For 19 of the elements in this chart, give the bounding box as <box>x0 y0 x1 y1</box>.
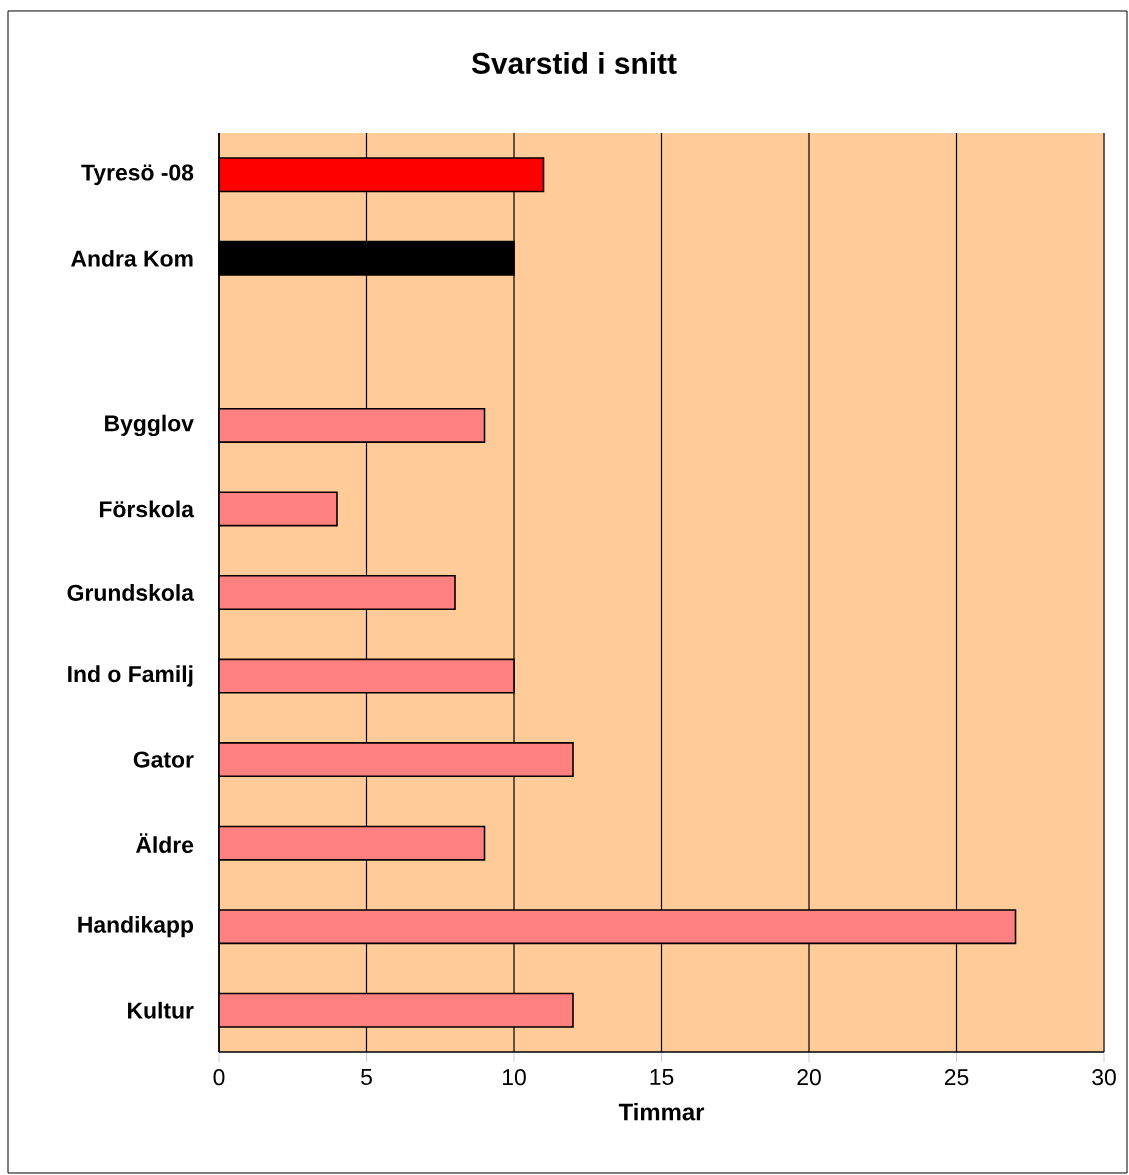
x-tick-label: 25 <box>944 1069 969 1086</box>
y-tick-label: Äldre <box>135 833 194 854</box>
y-tick-label: Tyresö -08 <box>81 164 194 186</box>
y-tick-label: Gator <box>133 751 194 768</box>
y-tick-label: Kultur <box>128 1001 194 1019</box>
x-tick-label: 0 <box>213 1069 225 1086</box>
chart-title: Svarstid i snitt <box>471 52 677 74</box>
y-tick-label: Grundskola <box>67 584 195 601</box>
x-tick-label: 10 <box>503 1069 526 1086</box>
x-tick-label: 20 <box>797 1069 821 1086</box>
y-tick-label: Andra Kom <box>71 249 193 267</box>
x-tick-label: 15 <box>650 1069 674 1086</box>
y-tick-label: Bygglov <box>105 414 194 437</box>
y-tick-label: Ind o Familj <box>68 665 193 687</box>
x-tick-label: 30 <box>1092 1069 1116 1086</box>
y-tick-label: Handikapp <box>78 916 194 938</box>
y-tick-label: Förskola <box>99 500 195 518</box>
x-tick-label: 5 <box>361 1069 372 1086</box>
x-axis-title: Timmar <box>618 1102 705 1121</box>
